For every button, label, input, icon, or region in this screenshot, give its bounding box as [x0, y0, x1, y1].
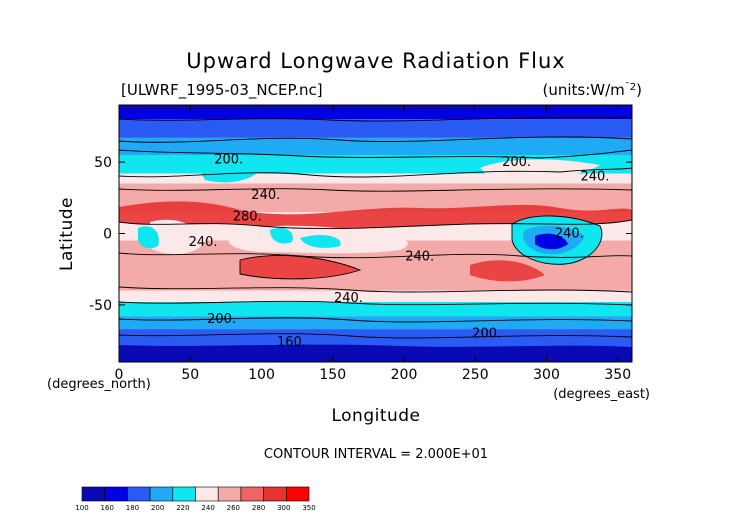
- contour-label-1: 200.: [502, 155, 531, 170]
- x-tick-label-1: 50: [181, 367, 199, 383]
- contour-label-6: 240.: [555, 227, 584, 242]
- contour-label-7: 240.: [405, 249, 434, 264]
- contour-interval-text: CONTOUR INTERVAL = 2.000E+01: [264, 447, 488, 462]
- colorbar-level-9: 350: [302, 504, 315, 512]
- colorbar-level-0: 100: [75, 504, 88, 512]
- contour-label-3: 240.: [251, 188, 280, 203]
- colorbar-swatch-8: [263, 486, 287, 502]
- colorbar-swatch-4: [172, 486, 196, 502]
- x-tick-label-7: 350: [604, 367, 631, 383]
- chart-title: Upward Longwave Radiation Flux: [186, 49, 565, 73]
- colorbar-swatch-6: [217, 486, 242, 502]
- y-axis-label: Latitude: [57, 197, 77, 271]
- colorbar-swatch-2: [127, 486, 151, 502]
- units-label: (units:W/m¯2): [542, 81, 642, 99]
- x-tick-label-2: 100: [248, 367, 275, 383]
- colorbar-swatch-0: [81, 486, 106, 502]
- colorbar-level-7: 280: [252, 504, 265, 512]
- field-features: [119, 105, 632, 362]
- y-unit-label: (degrees_north): [47, 377, 151, 392]
- colorbar-level-8: 300: [277, 504, 290, 512]
- colorbar-swatch-1: [104, 486, 128, 502]
- x-tick-label-6: 300: [533, 367, 560, 383]
- y-tick-label-1: 0: [103, 227, 112, 243]
- colorbar-level-2: 180: [126, 504, 139, 512]
- colorbar-swatch-3: [149, 486, 174, 502]
- x-tick-label-3: 150: [319, 367, 346, 383]
- latitude-band-2: [119, 137, 632, 155]
- latitude-band-8: [119, 290, 632, 303]
- x-tick-label-4: 200: [391, 367, 418, 383]
- colorbar-level-1: 160: [101, 504, 114, 512]
- contour-label-4: 280.: [233, 209, 262, 224]
- colorbar: 100 160 180 200 220 240 260 280 300 350: [75, 486, 316, 512]
- contour-label-11: 160.: [277, 335, 306, 350]
- latitude-band-11: [119, 329, 632, 348]
- contour-label-2: 240.: [580, 169, 609, 184]
- contour-label-layer: 200. 200. 240. 240. 280. 240. 240. 240. 240. 200.…: [189, 152, 610, 350]
- x-unit-label: (degrees_east): [553, 387, 650, 402]
- contour-lines: [119, 116, 632, 339]
- contour-label-9: 200.: [207, 312, 236, 327]
- colorbar-level-4: 220: [176, 504, 189, 512]
- x-tick-label-0: 0: [115, 367, 124, 383]
- colorbar-swatch-9: [285, 486, 310, 502]
- colorbar-level-3: 200: [151, 504, 164, 512]
- latitude-band-9: [119, 302, 632, 317]
- colorbar-swatch-5: [195, 486, 219, 502]
- contour-label-0: 200.: [214, 152, 243, 167]
- file-label: [ULWRF_1995-03_NCEP.nc]: [121, 81, 323, 100]
- colorbar-level-5: 240: [201, 504, 214, 512]
- latitude-band-10: [119, 316, 632, 330]
- contour-label-5: 240.: [189, 235, 218, 250]
- colorbar-level-6: 260: [227, 504, 240, 512]
- y-axis-ticks: 50 0 -50: [89, 155, 632, 314]
- x-axis-ticks: 0 50 100 150 200 250 300 350: [115, 105, 631, 383]
- x-axis-label: Longitude: [331, 406, 420, 426]
- radiation-field: 200. 200. 240. 240. 280. 240. 240. 240. 240. 200.…: [119, 105, 632, 362]
- latitude-band-1: [119, 119, 632, 138]
- contour-label-10: 200.: [472, 326, 501, 341]
- latitude-band-4: [119, 173, 632, 184]
- y-tick-label-2: -50: [89, 298, 112, 314]
- x-tick-label-5: 250: [462, 367, 489, 383]
- colorbar-swatch-7: [240, 486, 264, 502]
- contour-label-8: 240.: [334, 291, 363, 306]
- y-tick-label-0: 50: [94, 155, 112, 171]
